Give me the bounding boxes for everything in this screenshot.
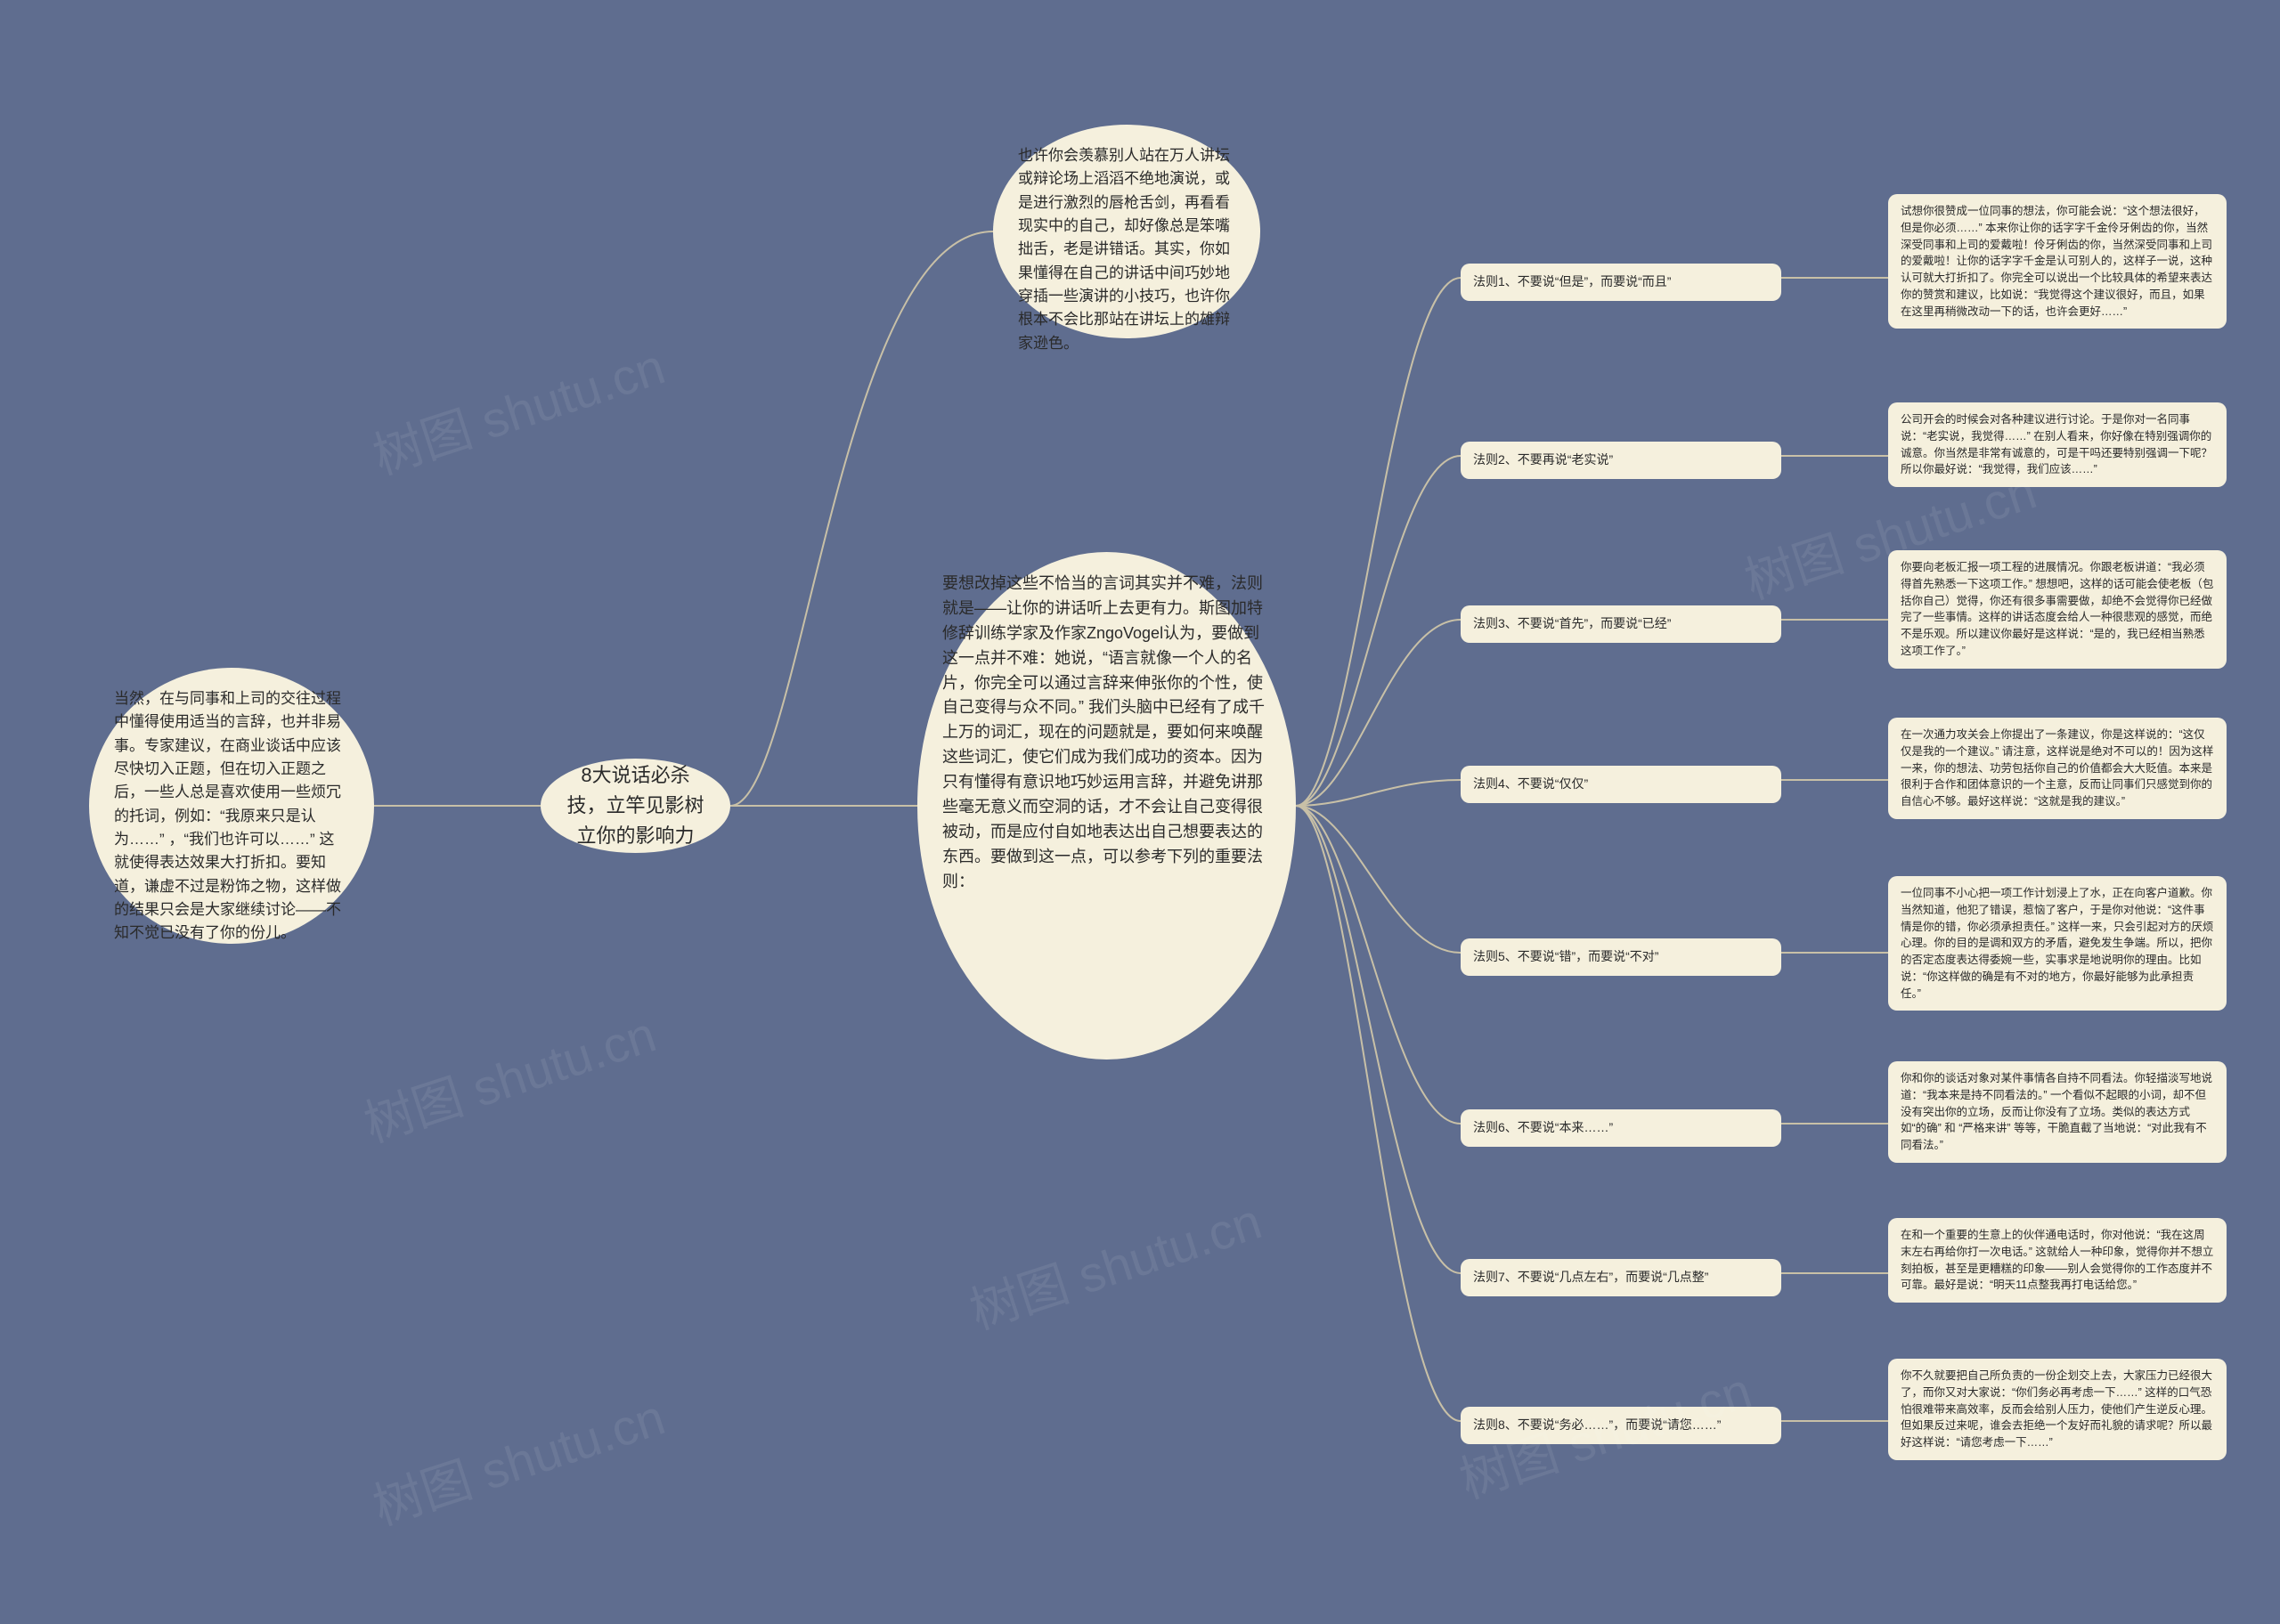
rule-detail[interactable]: 你不久就要把自己所负责的一份企划交上去，大家压力已经很大了，而你又对大家说：“你… bbox=[1888, 1359, 2227, 1460]
rule-label[interactable]: 法则4、不要说“仅仅” bbox=[1461, 766, 1781, 803]
rule-detail[interactable]: 试想你很赞成一位同事的想法，你可能会说：“这个想法很好，但是你必须……” 本来你… bbox=[1888, 194, 2227, 329]
rule-label[interactable]: 法则2、不要再说“老实说” bbox=[1461, 442, 1781, 479]
watermark-text: 树图 shutu.cn bbox=[959, 1181, 1269, 1344]
watermark-text: 树图 shutu.cn bbox=[362, 327, 672, 489]
rule-label[interactable]: 法则3、不要说“首先”，而要说“已经” bbox=[1461, 605, 1781, 643]
top-note-bubble[interactable]: 也许你会羡慕别人站在万人讲坛或辩论场上滔滔不绝地演说，或是进行激烈的唇枪舌剑，再… bbox=[993, 125, 1260, 338]
center-topic[interactable]: 8大说话必杀技，立竿见影树立你的影响力 bbox=[541, 759, 730, 853]
rule-detail[interactable]: 一位同事不小心把一项工作计划浸上了水，正在向客户道歉。你当然知道，他犯了错误，惹… bbox=[1888, 876, 2227, 1011]
watermark-text: 树图 shutu.cn bbox=[362, 1377, 672, 1539]
rule-label[interactable]: 法则7、不要说“几点左右”，而要说“几点整” bbox=[1461, 1259, 1781, 1296]
rule-detail[interactable]: 你和你的谈话对象对某件事情各自持不同看法。你轻描淡写地说道：“我本来是持不同看法… bbox=[1888, 1061, 2227, 1163]
rule-label[interactable]: 法则6、不要说“本来……” bbox=[1461, 1109, 1781, 1147]
rule-detail[interactable]: 在和一个重要的生意上的伙伴通电话时，你对他说：“我在这周末左右再给你打一次电话。… bbox=[1888, 1218, 2227, 1303]
rule-label[interactable]: 法则8、不要说“务必……”，而要说“请您……” bbox=[1461, 1407, 1781, 1444]
main-explanation-bubble[interactable]: 要想改掉这些不恰当的言词其实并不难，法则就是——让你的讲话听上去更有力。斯图加特… bbox=[917, 552, 1296, 1060]
rule-detail[interactable]: 在一次通力攻关会上你提出了一条建议，你是这样说的：“这仅仅是我的一个建议。” 请… bbox=[1888, 718, 2227, 819]
left-note-bubble[interactable]: 当然，在与同事和上司的交往过程中懂得使用适当的言辞，也并非易事。专家建议，在商业… bbox=[89, 668, 374, 944]
rule-detail[interactable]: 公司开会的时候会对各种建议进行讨论。于是你对一名同事说：“老实说，我觉得……” … bbox=[1888, 402, 2227, 487]
rule-label[interactable]: 法则5、不要说“错”，而要说“不对” bbox=[1461, 938, 1781, 976]
watermark-text: 树图 shutu.cn bbox=[354, 995, 664, 1157]
rule-label[interactable]: 法则1、不要说“但是”，而要说“而且” bbox=[1461, 264, 1781, 301]
rule-detail[interactable]: 你要向老板汇报一项工程的进展情况。你跟老板讲道：“我必须得首先熟悉一下这项工作。… bbox=[1888, 550, 2227, 669]
